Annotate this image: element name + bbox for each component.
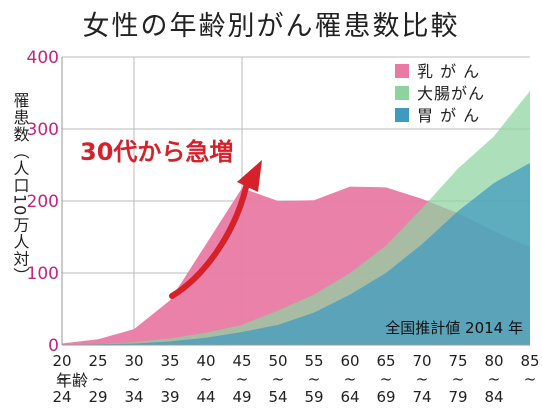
chart-title: 女性の年齢別がん罹患数比較 <box>82 11 460 42</box>
y-tick-label: 300 <box>27 120 59 140</box>
annotation-arrow <box>169 175 251 299</box>
area-series-3 <box>62 162 530 345</box>
legend-swatch-1 <box>395 64 409 78</box>
x-tick-label: 75 ~79 <box>448 352 467 406</box>
legend-label-2: 大腸がん <box>417 84 485 103</box>
x-tick-label: 65 ~69 <box>376 352 395 406</box>
x-tick-label: 25 ~29 <box>88 352 107 406</box>
x-axis-label: 年齢 <box>56 371 88 390</box>
annotation-text: 30代から急増 <box>80 138 233 166</box>
legend-swatch-3 <box>395 108 409 122</box>
y-tick-label: 100 <box>27 264 59 284</box>
x-tick-label: 55 ~59 <box>304 352 323 406</box>
y-tick-label: 0 <box>48 336 59 356</box>
x-tick-label: 40 ~44 <box>196 352 215 406</box>
x-tick-label: 30 ~34 <box>124 352 143 406</box>
source-note: 全国推計値 2014 年 <box>385 319 523 337</box>
x-tick-label: 35 ~39 <box>160 352 179 406</box>
x-tick-label: 80 ~84 <box>484 352 503 406</box>
x-tick-label: 20 ~24 <box>52 352 71 406</box>
x-tick-label: 85 ~ <box>520 352 539 388</box>
y-axis-label: 罹患数（人口10万人対） <box>11 92 30 284</box>
x-tick-label: 45 ~49 <box>232 352 251 406</box>
legend-label-1: 乳 が ん <box>417 62 480 81</box>
x-tick-label: 50 ~54 <box>268 352 287 406</box>
x-tick-label: 70 ~74 <box>412 352 431 406</box>
x-tick-label: 60 ~64 <box>340 352 359 406</box>
legend-swatch-2 <box>395 86 409 100</box>
legend-label-3: 胃 が ん <box>417 106 480 125</box>
y-tick-label: 400 <box>27 48 59 68</box>
annotation-arrow-head <box>237 160 262 192</box>
y-tick-label: 200 <box>27 192 59 212</box>
